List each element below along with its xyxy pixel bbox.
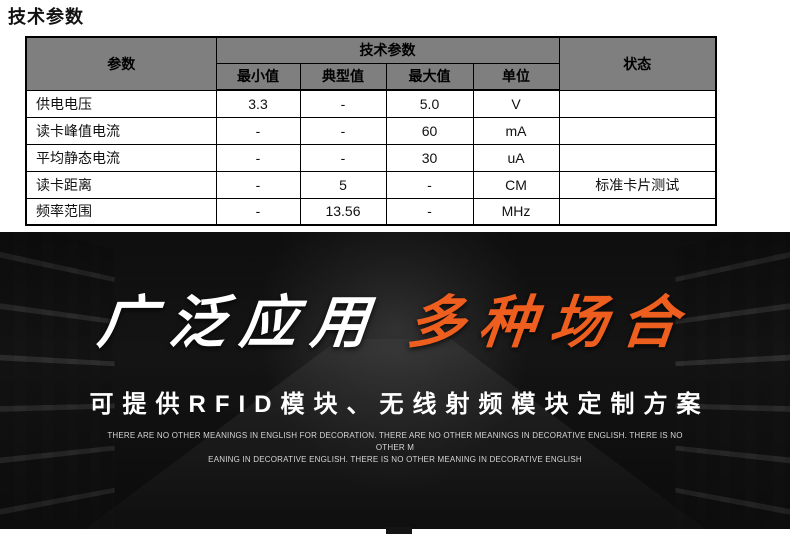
caption-line-2: EANING IN DECORATIVE ENGLISH. THERE IS N… <box>208 455 582 464</box>
spec-table: 参数 技术参数 状态 最小值 典型值 最大值 单位 供电电压 3.3 - 5.0… <box>25 36 717 226</box>
caption-line-1: THERE ARE NO OTHER MEANINGS IN ENGLISH F… <box>107 431 683 452</box>
cell-param: 读卡距离 <box>25 170 217 199</box>
col-header-status: 状态 <box>558 36 717 91</box>
page-title: 技术参数 <box>8 7 84 27</box>
cell-typical: 13.56 <box>299 197 387 226</box>
col-header-group: 技术参数 <box>215 36 560 64</box>
cell-max: - <box>385 197 474 226</box>
cell-typical: 5 <box>299 170 387 199</box>
bottom-center-tab <box>386 527 412 534</box>
cell-unit: uA <box>472 143 560 172</box>
cell-status <box>558 89 717 118</box>
cell-max: - <box>385 170 474 199</box>
cell-status <box>558 116 717 145</box>
cell-min: - <box>215 143 301 172</box>
banner-caption: THERE ARE NO OTHER MEANINGS IN ENGLISH F… <box>95 430 695 466</box>
cell-param: 供电电压 <box>25 89 217 118</box>
cell-max: 60 <box>385 116 474 145</box>
cell-status <box>558 143 717 172</box>
col-header-max: 最大值 <box>385 62 474 91</box>
cell-max: 30 <box>385 143 474 172</box>
cell-unit: mA <box>472 116 560 145</box>
table-row: 供电电压 3.3 - 5.0 V <box>25 89 717 118</box>
table-row: 读卡峰值电流 - - 60 mA <box>25 116 717 145</box>
col-header-min: 最小值 <box>215 62 301 91</box>
cell-min: 3.3 <box>215 89 301 118</box>
headline-orange-text: 多种场合 <box>404 289 696 356</box>
headline-white-text: 广泛应用 <box>94 289 386 356</box>
cell-status <box>558 197 717 226</box>
cell-unit: V <box>472 89 560 118</box>
table-row: 平均静态电流 - - 30 uA <box>25 143 717 172</box>
col-header-typical: 典型值 <box>299 62 387 91</box>
cell-param: 频率范围 <box>25 197 217 226</box>
cell-min: - <box>215 170 301 199</box>
cell-typical: - <box>299 116 387 145</box>
cell-param: 平均静态电流 <box>25 143 217 172</box>
table-row: 读卡距离 - 5 - CM 标准卡片测试 <box>25 170 717 199</box>
banner-shade-overlay <box>0 232 790 529</box>
marketing-banner: 广泛应用 多种场合 可提供RFID模块、无线射频模块定制方案 THERE ARE … <box>0 232 790 529</box>
table-row: 频率范围 - 13.56 - MHz <box>25 197 717 226</box>
cell-typical: - <box>299 89 387 118</box>
cell-min: - <box>215 197 301 226</box>
cell-typical: - <box>299 143 387 172</box>
cell-max: 5.0 <box>385 89 474 118</box>
cell-min: - <box>215 116 301 145</box>
col-header-param: 参数 <box>25 36 217 91</box>
cell-unit: CM <box>472 170 560 199</box>
col-header-unit: 单位 <box>472 62 560 91</box>
cell-status: 标准卡片测试 <box>558 170 717 199</box>
cell-unit: MHz <box>472 197 560 226</box>
cell-param: 读卡峰值电流 <box>25 116 217 145</box>
banner-subtitle: 可提供RFID模块、无线射频模块定制方案 <box>89 391 710 418</box>
banner-headline: 广泛应用 多种场合 <box>0 284 790 362</box>
